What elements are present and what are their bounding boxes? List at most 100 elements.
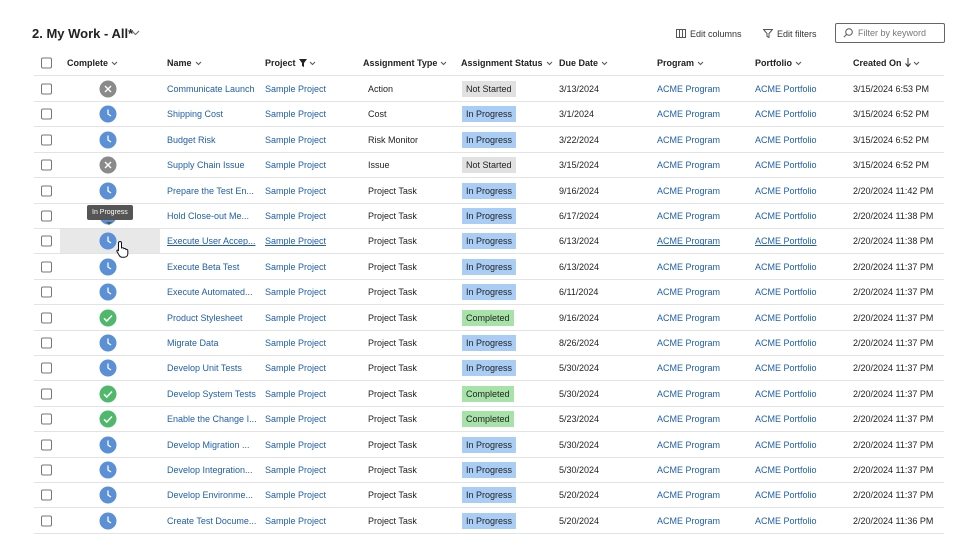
row-checkbox[interactable] [41,515,52,527]
cell-link[interactable]: Develop Environme... [167,490,254,501]
cell-link[interactable]: ACME Portfolio [755,109,817,120]
cell-link[interactable]: ACME Portfolio [755,388,817,399]
cell-link[interactable]: Develop Migration ... [167,439,250,450]
row-checkbox[interactable] [41,159,52,171]
complete-icon[interactable] [99,359,117,377]
cell-link[interactable]: ACME Program [657,388,721,399]
cell-link[interactable]: Execute Automated... [167,287,253,298]
column-header[interactable]: Assignment Status [461,58,543,68]
cell-link[interactable]: Develop Unit Tests [167,363,242,374]
complete-icon[interactable] [99,486,117,504]
complete-icon[interactable] [99,80,117,98]
complete-icon[interactable] [99,309,117,327]
cell-link[interactable]: ACME Program [657,338,721,348]
search-box[interactable]: Filter by keyword [835,23,945,43]
column-header[interactable]: Program [657,58,695,68]
complete-icon[interactable] [99,512,117,530]
row-checkbox[interactable] [41,362,52,374]
cell-link[interactable]: Prepare the Test En... [167,185,254,196]
cell-link[interactable]: Communicate Launch [167,84,255,94]
cell-link[interactable]: ACME Portfolio [755,515,817,526]
row-checkbox[interactable] [41,413,52,425]
complete-icon[interactable] [99,131,117,149]
cell-link[interactable]: ACME Portfolio [755,312,817,323]
cell-link[interactable]: Product Stylesheet [167,312,243,323]
complete-icon[interactable] [99,436,117,454]
cell-link[interactable]: Budget Risk [167,134,216,145]
complete-icon[interactable] [99,410,117,428]
cell-link[interactable]: Sample Project [265,515,327,526]
cell-link[interactable]: Develop Integration... [167,465,253,475]
complete-icon[interactable] [99,461,117,479]
column-header[interactable]: Created On [853,58,902,68]
cell-link[interactable]: Sample Project [265,312,327,323]
cell-link[interactable]: ACME Program [657,261,721,272]
cell-link[interactable]: ACME Portfolio [755,236,817,247]
row-checkbox[interactable] [41,83,52,95]
cell-link[interactable]: Sample Project [265,160,327,171]
row-checkbox[interactable] [41,337,52,349]
cell-link[interactable]: Shipping Cost [167,109,224,120]
complete-icon[interactable] [99,334,117,352]
cell-link[interactable]: ACME Program [657,414,721,425]
cell-link[interactable]: Execute User Accep... [167,236,256,247]
edit-columns-icon[interactable] [676,29,686,38]
complete-icon[interactable] [99,258,117,276]
cell-link[interactable]: ACME Program [657,160,721,171]
cell-link[interactable]: Sample Project [265,439,327,450]
cell-link[interactable]: ACME Portfolio [755,490,817,501]
cell-link[interactable]: Enable the Change I... [167,414,257,425]
title-chevron[interactable] [131,30,140,36]
cell-link[interactable]: Sample Project [265,84,327,94]
cell-link[interactable]: Execute Beta Test [167,261,240,272]
column-header[interactable]: Portfolio [755,58,792,68]
cell-link[interactable]: Migrate Data [167,338,219,348]
cell-link[interactable]: Develop System Tests [167,388,256,399]
column-header[interactable]: Assignment Type [363,58,438,68]
row-checkbox[interactable] [41,185,52,197]
cell-link[interactable]: Sample Project [265,388,327,399]
cell-link[interactable]: Sample Project [265,185,327,196]
complete-icon[interactable] [99,232,117,250]
view-title[interactable]: 2. My Work - All* [32,26,134,41]
row-checkbox[interactable] [41,312,52,324]
column-header[interactable]: Name [167,58,192,68]
cell-link[interactable]: ACME Program [657,109,721,120]
cell-link[interactable]: ACME Program [657,236,721,247]
cell-link[interactable]: ACME Program [657,134,721,145]
row-checkbox[interactable] [41,235,52,247]
cell-link[interactable]: ACME Portfolio [755,363,817,374]
cell-link[interactable]: ACME Program [657,211,721,221]
cell-link[interactable]: ACME Portfolio [755,185,817,196]
complete-icon[interactable] [99,385,117,403]
complete-icon[interactable] [99,283,117,301]
cell-link[interactable]: ACME Program [657,439,721,450]
row-checkbox[interactable] [41,464,52,476]
row-checkbox[interactable] [41,210,52,222]
cell-link[interactable]: ACME Portfolio [755,211,817,221]
cell-link[interactable]: ACME Portfolio [755,338,817,348]
cell-link[interactable]: ACME Portfolio [755,414,817,425]
cell-link[interactable]: Supply Chain Issue [167,160,245,171]
cell-link[interactable]: Sample Project [265,338,327,348]
cell-link[interactable]: ACME Portfolio [755,261,817,272]
cell-link[interactable]: Sample Project [265,109,327,120]
edit-filters-icon[interactable] [763,29,773,38]
cell-link[interactable]: Sample Project [265,414,327,425]
cell-link[interactable]: ACME Program [657,287,721,298]
cell-link[interactable]: Sample Project [265,211,327,221]
cell-link[interactable]: ACME Portfolio [755,84,817,94]
row-checkbox[interactable] [41,439,52,451]
edit-filters[interactable]: Edit filters [777,29,817,39]
cell-link[interactable]: ACME Program [657,185,721,196]
cell-link[interactable]: Sample Project [265,490,327,501]
cell-link[interactable]: ACME Program [657,490,721,501]
cell-link[interactable]: Sample Project [265,287,327,298]
cell-link[interactable]: ACME Portfolio [755,465,817,475]
cell-link[interactable]: Sample Project [265,236,327,247]
cell-link[interactable]: ACME Portfolio [755,439,817,450]
cell-link[interactable]: Sample Project [265,134,327,145]
cell-link[interactable]: ACME Program [657,465,721,475]
cell-link[interactable]: Sample Project [265,261,327,272]
column-header[interactable]: Complete [67,58,109,68]
